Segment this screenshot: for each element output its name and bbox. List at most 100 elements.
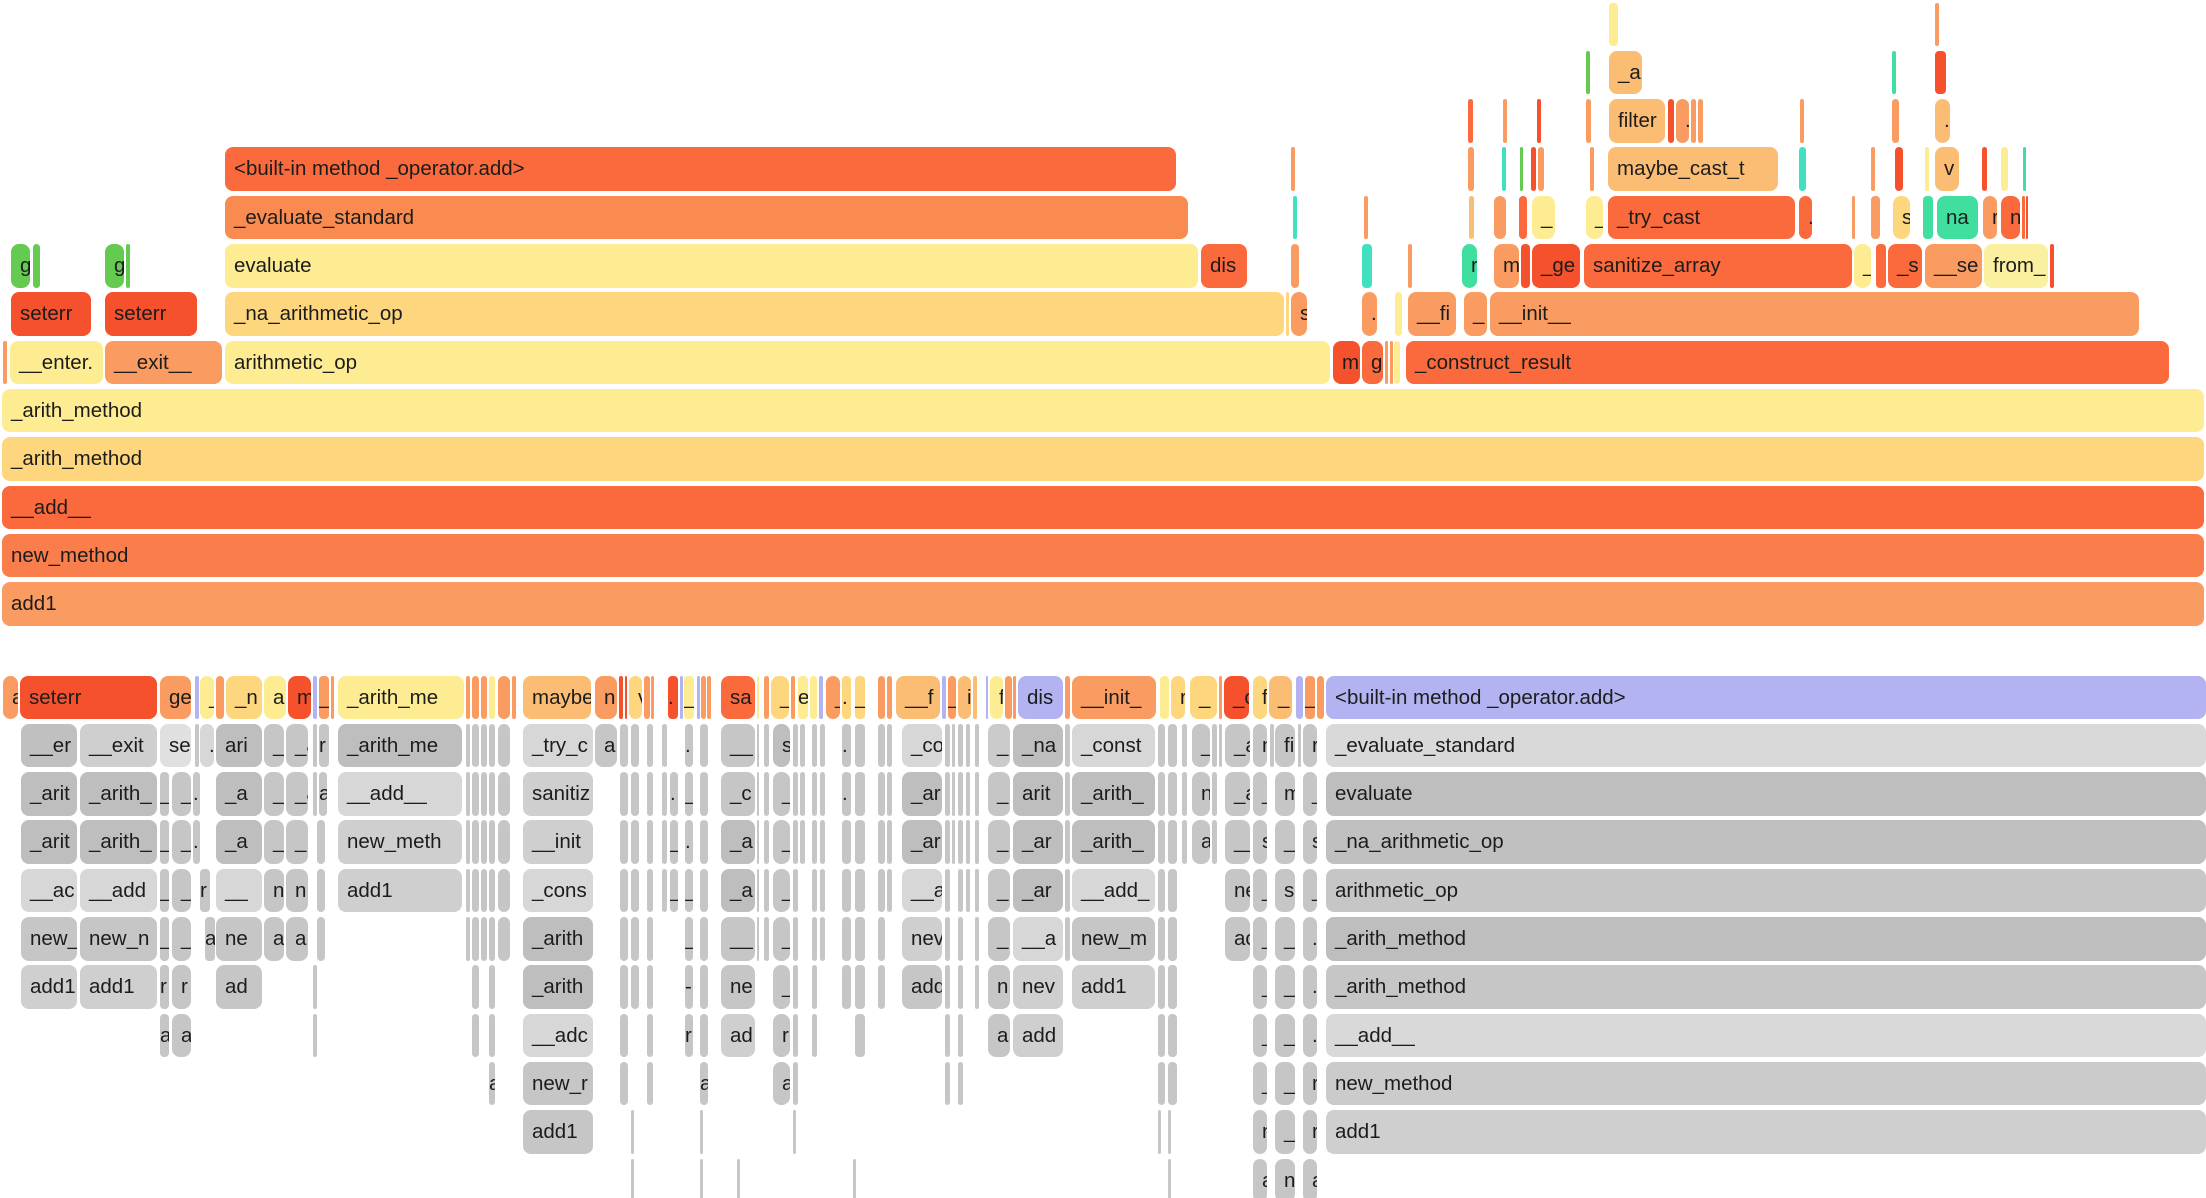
frame-sliver[interactable] (1503, 99, 1507, 143)
frame-sliver[interactable] (631, 917, 639, 961)
frame-arith[interactable]: _arith_ (80, 772, 157, 816)
frame-sliver[interactable] (498, 772, 510, 816)
frame-sliver[interactable] (812, 1013, 817, 1058)
frame-sliver[interactable] (945, 868, 950, 913)
frame-sliver[interactable] (1168, 723, 1177, 768)
frame-sliver[interactable] (757, 675, 759, 719)
frame-sliver[interactable] (945, 772, 950, 816)
frame-sliver[interactable] (697, 675, 700, 719)
frame-sliver[interactable] (966, 723, 970, 768)
frame-sliver[interactable] (317, 868, 325, 913)
frame-sliver[interactable] (1982, 147, 1987, 191)
frame-s[interactable]: s (1893, 195, 1910, 240)
frame-sliver[interactable]: _ (670, 868, 678, 913)
frame-sliver[interactable]: _ (160, 917, 169, 961)
frame-sliver[interactable] (791, 675, 795, 719)
frame-sliver[interactable] (973, 675, 977, 719)
frame-sliver[interactable] (498, 723, 510, 768)
frame-sliver[interactable]: _ (160, 820, 169, 864)
frame-sliver[interactable] (481, 675, 487, 719)
frame-sliver[interactable] (887, 675, 892, 719)
frame-sliver[interactable] (958, 772, 963, 816)
frame-sliver[interactable]: _ (988, 917, 1010, 961)
frame-sliver[interactable] (498, 675, 510, 719)
frame-sliver[interactable] (819, 675, 823, 719)
frame-sliver[interactable] (878, 820, 885, 864)
frame-sliver[interactable]: . (200, 723, 214, 768)
frame-sliver[interactable] (764, 917, 769, 961)
frame-sliver[interactable]: _ (1253, 965, 1267, 1009)
frame-sliver[interactable] (812, 965, 817, 1009)
frame-sliver[interactable] (647, 1061, 653, 1106)
frame-r[interactable]: r (1303, 1061, 1317, 1106)
frame-init[interactable]: __init__ (1490, 292, 2139, 336)
frame-sliver[interactable] (793, 772, 798, 816)
frame-ne[interactable]: ne (216, 917, 262, 961)
frame-sliver[interactable] (1291, 244, 1299, 288)
frame-ad[interactable]: ad (216, 965, 262, 1009)
frame-sliver[interactable] (647, 723, 653, 768)
frame-sliver[interactable] (757, 917, 759, 961)
frame-sliver[interactable] (945, 965, 950, 1009)
frame-sliver[interactable]: _ (771, 675, 789, 719)
frame-ari[interactable]: ari (216, 723, 262, 768)
frame-sliver[interactable]: _ (685, 868, 693, 913)
frame-maybe-cast-t[interactable]: maybe_cast_t (1608, 147, 1778, 191)
frame-sliver[interactable] (764, 772, 769, 816)
frame-sliver[interactable]: _ (1275, 1110, 1295, 1154)
frame-sliver[interactable] (812, 917, 817, 961)
frame-nev[interactable]: nev (902, 917, 942, 961)
frame-sliver[interactable]: _. (1303, 868, 1317, 913)
frame-sliver[interactable] (33, 244, 40, 288)
frame-sliver[interactable]: . (685, 820, 693, 864)
frame-sliver[interactable] (1538, 147, 1544, 191)
frame-sliver[interactable] (878, 868, 885, 913)
frame-sliver[interactable] (317, 820, 325, 864)
frame-sliver[interactable] (631, 820, 639, 864)
frame-sliver[interactable] (1362, 244, 1372, 288)
frame-sliver[interactable] (757, 820, 759, 864)
frame-add1[interactable]: add1 (2, 582, 2204, 626)
frame-sliver[interactable] (700, 1158, 703, 1198)
frame-sliver[interactable] (1468, 147, 1474, 191)
frame-sliver[interactable] (498, 820, 510, 864)
frame-sliver[interactable]: _ (286, 820, 308, 864)
frame-a[interactable]: a (489, 1061, 495, 1106)
frame-sliver[interactable] (820, 917, 825, 961)
frame-a[interactable]: a (773, 1061, 790, 1106)
frame-sliver[interactable] (1212, 723, 1217, 768)
frame-sliver[interactable]: _ (1269, 675, 1292, 719)
frame-na[interactable]: _na (1013, 723, 1063, 768)
frame-a[interactable]: a (1192, 820, 1210, 864)
frame-add1[interactable]: add1 (1326, 1110, 2206, 1154)
frame-sliver[interactable]: _ (160, 772, 169, 816)
frame-c[interactable]: _c (721, 772, 755, 816)
frame-arith-method[interactable]: _arith_method (1326, 917, 2206, 961)
frame-sliver[interactable] (313, 723, 317, 768)
frame-f[interactable]: __f (896, 675, 940, 719)
frame-s[interactable]: s (1253, 820, 1267, 864)
frame-sliver[interactable] (812, 723, 817, 768)
frame-sliver[interactable] (793, 1061, 798, 1106)
frame-r[interactable]: r (172, 965, 191, 1009)
frame-sliver[interactable] (1065, 917, 1070, 961)
frame-a[interactable]: _a (286, 723, 308, 768)
frame-sliver[interactable] (855, 965, 865, 1009)
frame-r[interactable]: r (1303, 723, 1317, 768)
frame-sliver[interactable] (945, 1013, 950, 1058)
frame-sliver[interactable] (700, 723, 708, 768)
frame-add1[interactable]: add1 (338, 868, 462, 913)
frame-arith-me[interactable]: _arith_me (338, 723, 462, 768)
frame-sliver[interactable] (1212, 772, 1217, 816)
frame-se[interactable]: __se (1925, 244, 1982, 288)
frame-sliver[interactable]: _ (948, 675, 956, 719)
frame-sliver[interactable] (793, 1013, 798, 1058)
frame-sliver[interactable] (662, 772, 667, 816)
frame-sliver[interactable] (647, 965, 653, 1009)
frame-sliver[interactable] (3, 340, 7, 385)
frame-ge[interactable]: _ge (1532, 244, 1580, 288)
frame-sliver[interactable] (1168, 1013, 1177, 1058)
frame-try-c[interactable]: _try_c (523, 723, 593, 768)
frame-sliver[interactable]: . (842, 772, 851, 816)
frame-sliver[interactable] (489, 675, 495, 719)
